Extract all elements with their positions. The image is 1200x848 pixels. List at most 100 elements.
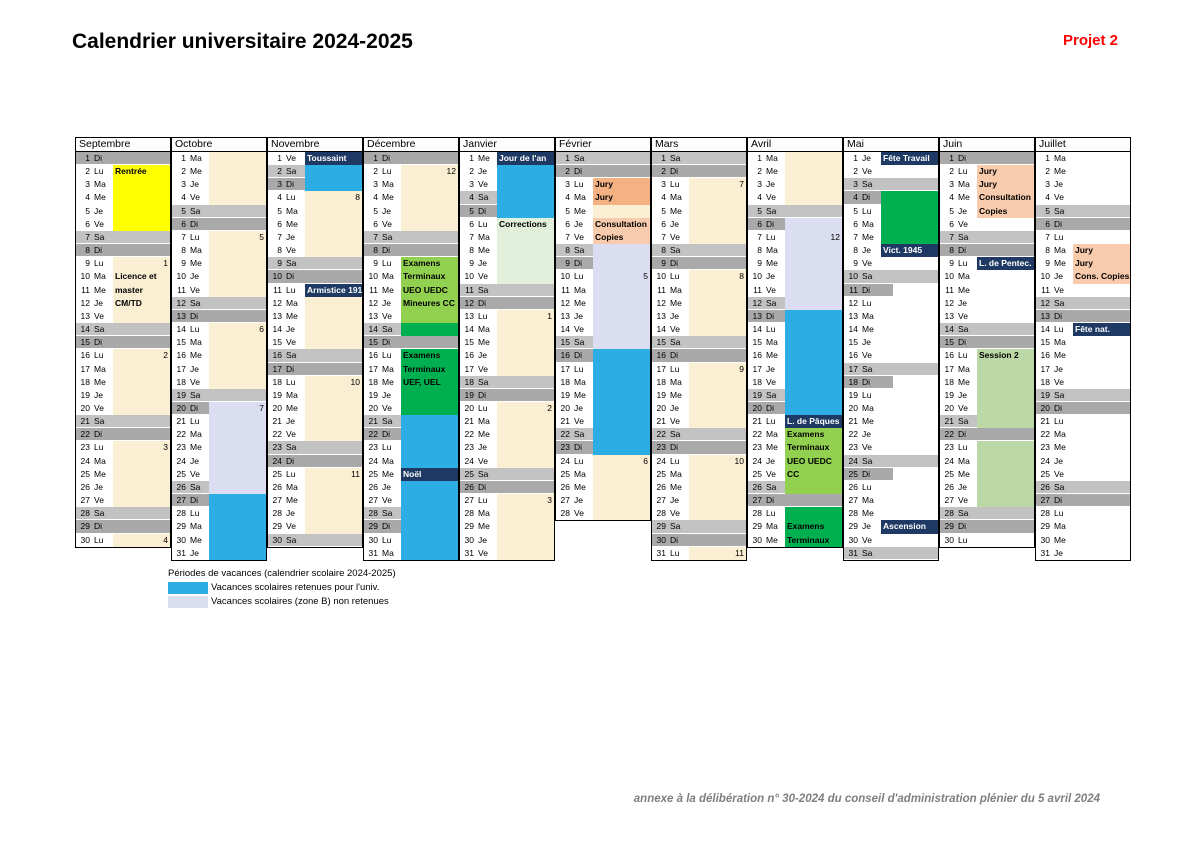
day-row: 26 Me [556,480,650,495]
day-number: 11 [364,283,380,297]
day-number: 14 [172,323,188,337]
day-row: 27 Je [556,494,650,508]
day-number: 4 [76,191,92,205]
day-number: 24 [1036,454,1052,468]
day-annotation [785,323,842,337]
day-abbrev: Lu [764,415,785,429]
day-row: 23 Di [652,441,746,455]
day-abbrev: Di [572,165,593,179]
day-abbrev: Ve [860,165,881,179]
day-annotation [593,507,650,521]
month-header: Septembre [76,138,170,152]
day-annotation [977,296,1034,310]
day-row: 15 Je [844,336,938,350]
day-number: 29 [364,520,380,534]
day-abbrev: Lu [476,494,497,508]
day-row: 12 Je CM/TD [76,296,170,310]
day-abbrev: Me [860,230,881,245]
day-number: 17 [460,362,476,376]
day-number: 10 [460,270,476,284]
day-annotation [401,520,458,534]
day-annotation [689,165,746,179]
day-annotation [1073,428,1130,442]
day-abbrev: Di [284,270,305,284]
day-annotation [689,520,746,534]
day-abbrev: Di [572,441,593,455]
day-abbrev: Ve [572,507,593,521]
day-number: 6 [844,217,860,231]
day-abbrev: Je [188,454,209,468]
day-number: 24 [940,454,956,468]
day-abbrev: Ve [92,217,113,231]
day-abbrev: Ve [860,441,881,455]
day-row: 11 Ve [748,283,842,297]
week-number: 10 [734,455,744,466]
day-row: 14 Sa [76,323,170,337]
day-row: 29 Ma Examens [748,520,842,534]
day-number: 30 [76,533,92,547]
day-number: 2 [460,165,476,179]
day-annotation [593,323,650,337]
week-number: 10 [350,376,360,387]
day-row: 7 Ve [652,230,746,245]
day-abbrev: Je [188,546,209,560]
day-row: 16 Ve [844,349,938,363]
day-number: 19 [940,388,956,402]
day-number: 21 [172,415,188,429]
day-abbrev: Di [380,336,401,350]
day-number: 7 [652,230,668,245]
day-number: 27 [844,494,860,508]
day-number: 22 [172,428,188,442]
annotation-label: Armistice 1918 [307,284,362,295]
day-abbrev: Ve [476,362,497,376]
day-abbrev: Sa [572,244,593,258]
day-annotation [401,441,458,455]
day-row: 4 Ma Jury [556,191,650,205]
day-abbrev: Lu [668,178,689,192]
day-number: 26 [268,480,284,495]
day-abbrev: Me [1052,441,1073,455]
day-row: 6 Je Consultation [556,217,650,231]
day-number: 25 [364,467,380,481]
day-row: 13 Di [748,309,842,324]
day-annotation [881,546,938,560]
day-row: 16 Di [556,349,650,363]
day-number: 3 [652,178,668,192]
day-row: 9 Ve [844,257,938,271]
annotation-label: Jury [595,192,613,203]
day-row: 15 Ma [748,336,842,350]
day-row: 16 Me [748,349,842,363]
month-header: Mai [844,138,938,152]
day-number: 10 [556,270,572,284]
day-row: 9 Me [748,257,842,271]
annotation-label: CC [787,468,800,479]
day-row: 2 Sa [268,165,362,179]
day-row: 4 Lu 8 [268,191,362,205]
day-row: 1 Ve Toussaint [268,152,362,166]
day-row: 17 Ma Terminaux [364,362,458,376]
day-annotation [689,349,746,363]
day-number: 21 [364,415,380,429]
day-row: 10 Ma Licence et [76,270,170,284]
day-number: 27 [268,494,284,508]
day-row: 25 Ma [556,467,650,481]
day-abbrev: Me [284,217,305,231]
day-number: 11 [940,283,956,297]
day-annotation: Toussaint [305,152,362,166]
day-annotation [689,467,746,481]
day-annotation [977,230,1034,245]
day-row: 7 Sa [940,230,1034,245]
day-abbrev: Ve [1052,283,1073,297]
day-abbrev: Je [380,296,401,310]
day-annotation [785,309,842,324]
day-annotation [1073,309,1130,324]
annotation-label: Jury [979,179,997,190]
day-abbrev: Ma [92,178,113,192]
day-row: 25 Ve [1036,467,1130,481]
day-row: 3 Ma [364,178,458,192]
day-row: 19 Me [652,388,746,402]
day-annotation [785,480,842,495]
day-number: 4 [364,191,380,205]
day-row: 14 Ve [652,323,746,337]
day-abbrev: Di [764,401,785,416]
